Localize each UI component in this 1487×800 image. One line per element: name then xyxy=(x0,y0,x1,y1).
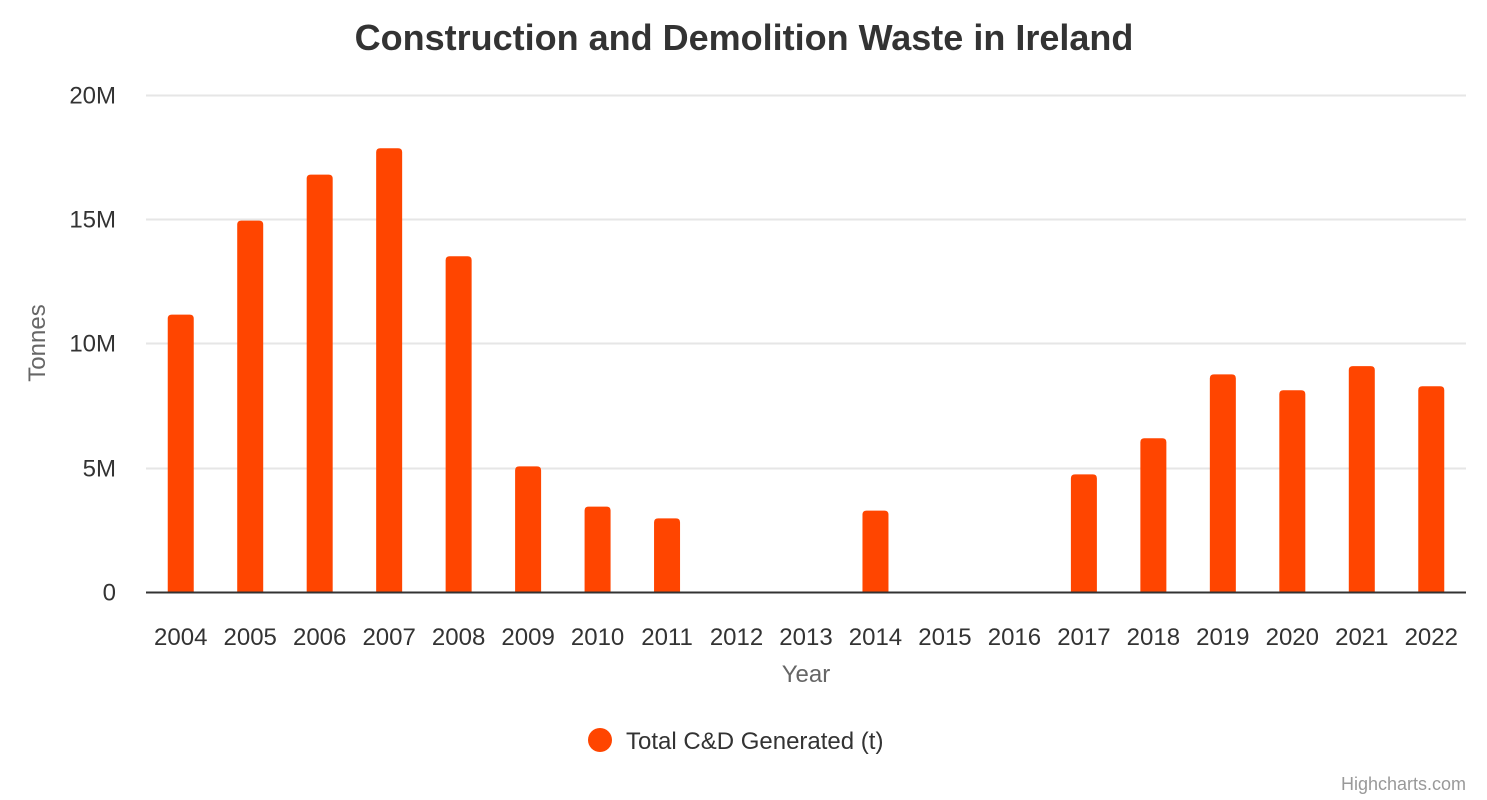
x-tick-label: 2006 xyxy=(293,624,346,651)
x-tick-label: 2021 xyxy=(1335,624,1388,651)
x-tick-label: 2020 xyxy=(1266,624,1319,651)
bar-2020[interactable] xyxy=(1279,390,1306,592)
x-tick-label: 2004 xyxy=(154,624,207,651)
bar-2009[interactable] xyxy=(515,466,542,592)
y-tick-label: 15M xyxy=(69,207,116,234)
y-tick-label: 20M xyxy=(69,83,116,110)
y-axis-ticks: 0 5M 10M 15M 20M xyxy=(69,83,116,607)
bar-2004[interactable] xyxy=(167,314,194,592)
x-tick-label: 2013 xyxy=(779,624,832,651)
y-tick-label: 0 xyxy=(103,580,116,607)
bar-2022[interactable] xyxy=(1418,386,1445,592)
legend-symbol xyxy=(588,728,612,752)
bar-2011[interactable] xyxy=(654,518,681,592)
x-tick-label: 2007 xyxy=(362,624,415,651)
x-tick-label: 2008 xyxy=(432,624,485,651)
x-axis-title: Year xyxy=(782,661,831,688)
bar-2014[interactable] xyxy=(862,510,889,592)
x-tick-label: 2005 xyxy=(224,624,277,651)
x-tick-label: 2018 xyxy=(1127,624,1180,651)
x-tick-label: 2010 xyxy=(571,624,624,651)
x-tick-label: 2015 xyxy=(918,624,971,651)
x-axis-ticks: 2004 2005 2006 2007 2008 2009 2010 2011 2012 2013… xyxy=(154,624,1458,651)
credits-link[interactable]: Highcharts.com xyxy=(1341,774,1466,794)
y-axis-title: Tonnes xyxy=(24,304,51,381)
x-tick-label: 2016 xyxy=(988,624,1041,651)
x-tick-label: 2011 xyxy=(641,624,693,651)
x-tick-label: 2022 xyxy=(1405,624,1458,651)
bar-2008[interactable] xyxy=(445,256,472,592)
bar-2021[interactable] xyxy=(1348,366,1375,592)
y-tick-label: 10M xyxy=(69,331,116,358)
bar-2005[interactable] xyxy=(237,220,264,592)
x-tick-label: 2012 xyxy=(710,624,763,651)
bar-2010[interactable] xyxy=(584,506,611,592)
gridlines xyxy=(146,94,1466,470)
bar-2018[interactable] xyxy=(1140,438,1167,592)
bars xyxy=(167,148,1445,593)
y-tick-label: 5M xyxy=(83,456,116,483)
x-tick-label: 2009 xyxy=(501,624,554,651)
legend-item[interactable]: Total C&D Generated (t) xyxy=(588,728,883,755)
x-tick-label: 2017 xyxy=(1057,624,1110,651)
bar-2007[interactable] xyxy=(376,148,403,593)
chart-title: Construction and Demolition Waste in Ire… xyxy=(355,17,1134,58)
x-tick-label: 2014 xyxy=(849,624,902,651)
bar-2019[interactable] xyxy=(1209,374,1236,592)
x-tick-label: 2019 xyxy=(1196,624,1249,651)
bar-2006[interactable] xyxy=(306,174,333,592)
legend-label: Total C&D Generated (t) xyxy=(626,728,883,755)
bar-2017[interactable] xyxy=(1070,474,1097,592)
